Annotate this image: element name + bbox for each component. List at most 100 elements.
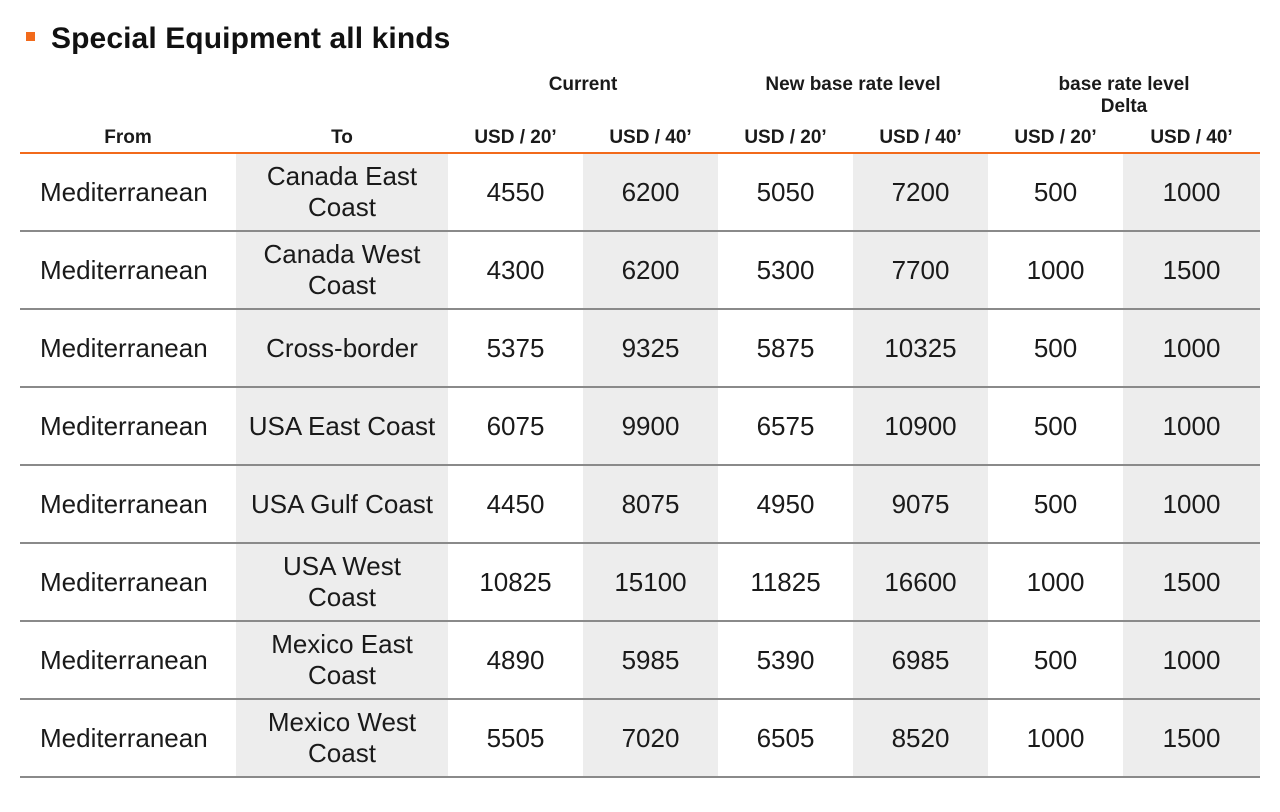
cell-to: Canada East Coast: [236, 153, 448, 232]
cell-current-20: 5375: [448, 309, 583, 388]
cell-delta-40: 1500: [1123, 543, 1261, 622]
cell-to: Mexico East Coast: [236, 621, 448, 700]
column-header-from: From: [20, 118, 236, 154]
cell-from: Mediterranean: [20, 699, 236, 778]
cell-delta-40: 1000: [1123, 621, 1261, 700]
cell-new-20: 4950: [718, 465, 853, 544]
column-header-current-20: USD / 20’: [448, 118, 583, 154]
cell-new-20: 5050: [718, 153, 853, 232]
column-header-to: To: [236, 118, 448, 154]
cell-to-text: USA Gulf Coast: [250, 488, 434, 519]
cell-current-20: 5505: [448, 699, 583, 778]
cell-new-40: 6985: [853, 621, 989, 700]
group-header-empty-to: [236, 70, 448, 118]
cell-current-20: 10825: [448, 543, 583, 622]
group-header-empty-from: [20, 70, 236, 118]
table-row: Mediterranean Cross-border 5375 9325 587…: [20, 309, 1261, 388]
cell-from: Mediterranean: [20, 621, 236, 700]
cell-new-20: 5875: [718, 309, 853, 388]
cell-new-40: 10900: [853, 387, 989, 466]
group-header-row: Current New base rate level base rate le…: [20, 70, 1260, 118]
cell-delta-20: 1000: [988, 543, 1124, 622]
table-row: Mediterranean Mexico East Coast 4890 598…: [20, 621, 1261, 700]
column-header-new-20: USD / 20’: [718, 118, 853, 154]
cell-delta-20: 500: [988, 621, 1124, 700]
cell-delta-20: 500: [988, 309, 1124, 388]
cell-new-40: 7700: [853, 231, 989, 310]
cell-to: USA East Coast: [236, 387, 448, 466]
cell-to-text: Cross-border: [266, 332, 418, 363]
cell-new-40: 9075: [853, 465, 989, 544]
cell-delta-40: 1500: [1123, 231, 1261, 310]
cell-from: Mediterranean: [20, 153, 236, 232]
cell-delta-40: 1000: [1123, 465, 1261, 544]
cell-from: Mediterranean: [20, 309, 236, 388]
cell-to-text: USA West Coast: [282, 551, 401, 612]
cell-delta-40: 1000: [1123, 387, 1261, 466]
page-title: Special Equipment all kinds: [51, 22, 451, 55]
column-header-new-40: USD / 40’: [853, 118, 989, 154]
cell-new-40: 16600: [853, 543, 989, 622]
cell-current-40: 7020: [583, 699, 718, 778]
group-header-delta: base rate level Delta: [988, 70, 1260, 118]
column-header-delta-40: USD / 40’: [1123, 118, 1261, 154]
cell-to: USA Gulf Coast: [236, 465, 448, 544]
cell-delta-20: 1000: [988, 231, 1124, 310]
group-header-current: Current: [548, 74, 618, 95]
cell-to: Cross-border: [236, 309, 448, 388]
cell-new-40: 10325: [853, 309, 989, 388]
cell-current-40: 6200: [583, 231, 718, 310]
table-row: Mediterranean USA Gulf Coast 4450 8075 4…: [20, 465, 1261, 544]
cell-to: USA West Coast: [236, 543, 448, 622]
cell-current-20: 4450: [448, 465, 583, 544]
cell-current-20: 4550: [448, 153, 583, 232]
cell-delta-40: 1500: [1123, 699, 1261, 778]
cell-current-40: 15100: [583, 543, 718, 622]
cell-new-20: 6575: [718, 387, 853, 466]
cell-current-40: 9900: [583, 387, 718, 466]
cell-to-text: USA East Coast: [248, 410, 436, 441]
cell-new-20: 11825: [718, 543, 853, 622]
title-block: Special Equipment all kinds: [26, 22, 450, 56]
cell-delta-40: 1000: [1123, 153, 1261, 232]
cell-delta-20: 500: [988, 465, 1124, 544]
cell-current-20: 4890: [448, 621, 583, 700]
cell-delta-20: 500: [988, 387, 1124, 466]
group-header-delta-text: base rate level Delta: [1058, 74, 1190, 117]
cell-to-text: Canada West Coast: [263, 239, 421, 300]
cell-to-text: Mexico East Coast: [271, 629, 413, 690]
cell-current-40: 6200: [583, 153, 718, 232]
cell-from: Mediterranean: [20, 543, 236, 622]
cell-to-text: Canada East Coast: [266, 161, 418, 222]
table-row: Mediterranean USA East Coast 6075 9900 6…: [20, 387, 1261, 466]
cell-to-text: Mexico West Coast: [267, 707, 417, 768]
table-row: Mediterranean Canada East Coast 4550 620…: [20, 153, 1261, 232]
cell-new-20: 5390: [718, 621, 853, 700]
column-header-current-40: USD / 40’: [583, 118, 718, 154]
cell-from: Mediterranean: [20, 231, 236, 310]
bullet-square-icon: [26, 31, 35, 41]
cell-from: Mediterranean: [20, 387, 236, 466]
table-row: Mediterranean Canada West Coast 4300 620…: [20, 231, 1261, 310]
cell-current-40: 5985: [583, 621, 718, 700]
cell-from: Mediterranean: [20, 465, 236, 544]
cell-new-20: 6505: [718, 699, 853, 778]
rates-table: Current New base rate level base rate le…: [20, 70, 1261, 778]
cell-current-20: 6075: [448, 387, 583, 466]
group-header-new-base: New base rate level: [765, 74, 941, 95]
cell-new-40: 8520: [853, 699, 989, 778]
cell-current-40: 9325: [583, 309, 718, 388]
column-header-row: From To USD / 20’ USD / 40’ USD / 20’ US…: [20, 118, 1261, 154]
table-row: Mediterranean Mexico West Coast 5505 702…: [20, 699, 1261, 778]
column-header-delta-20: USD / 20’: [988, 118, 1124, 154]
cell-new-20: 5300: [718, 231, 853, 310]
cell-delta-40: 1000: [1123, 309, 1261, 388]
cell-delta-20: 1000: [988, 699, 1124, 778]
cell-new-40: 7200: [853, 153, 989, 232]
cell-delta-20: 500: [988, 153, 1124, 232]
cell-to: Mexico West Coast: [236, 699, 448, 778]
cell-to: Canada West Coast: [236, 231, 448, 310]
table-row: Mediterranean USA West Coast 10825 15100…: [20, 543, 1261, 622]
cell-current-40: 8075: [583, 465, 718, 544]
cell-current-20: 4300: [448, 231, 583, 310]
